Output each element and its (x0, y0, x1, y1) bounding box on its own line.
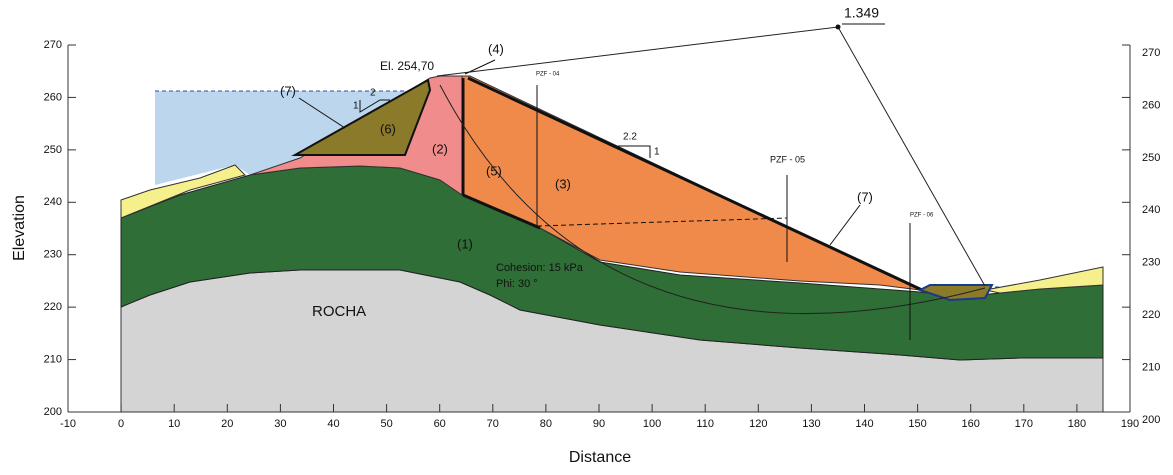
downstream-slope-symbol (618, 145, 651, 158)
zone-label: (1) (457, 236, 473, 251)
x-tick-label: 50 (380, 418, 392, 430)
zone-label: (2) (432, 141, 448, 156)
y-tick-label-right: 200 (1142, 414, 1160, 426)
zone-label: (3) (555, 176, 571, 191)
x-tick-label: 30 (274, 418, 286, 430)
slip-circle (439, 84, 986, 315)
x-tick-label: 60 (434, 418, 446, 430)
x-tick-label: 100 (643, 418, 661, 430)
slope-label: 2.2 (623, 132, 637, 143)
y-tick-label-right: 220 (1142, 309, 1160, 321)
x-tick-label: 40 (327, 418, 339, 430)
zone-6 (291, 78, 432, 156)
y-tick-label: 270 (44, 39, 62, 51)
y-tick-label-right: 270 (1142, 47, 1160, 59)
factor-of-safety: 1.349 (844, 5, 879, 21)
ticks: -10 0 10 20 30 40 50 60 70 80 90 100 110 120 130 140 150… (44, 39, 1161, 430)
y-tick-label: 260 (44, 91, 62, 103)
right-fill (984, 266, 1104, 294)
y-axis-label: Elevation (11, 195, 28, 261)
zone-label: (7) (857, 189, 873, 204)
y-tick-label-right: 240 (1142, 204, 1160, 216)
phi: Phi: 30 ° (496, 278, 538, 290)
x-tick-label: 190 (1121, 418, 1139, 430)
x-tick-label: 140 (855, 418, 873, 430)
crest-label: El. 254,70 (380, 59, 434, 73)
reservoir (155, 91, 415, 185)
piezometer-label: PZF - 05 (770, 154, 805, 164)
upstream-slope-symbol (359, 99, 390, 113)
base-drain (462, 193, 541, 230)
toe-drain (917, 284, 994, 302)
x-tick-label: 10 (168, 418, 180, 430)
rock-label: ROCHA (312, 303, 366, 320)
x-tick-label: 20 (221, 418, 233, 430)
x-tick-label: 70 (487, 418, 499, 430)
x-tick-label: 130 (802, 418, 820, 430)
y-tick-label: 200 (44, 406, 62, 418)
x-tick-label: 150 (908, 418, 926, 430)
slope-label: 1 (654, 147, 660, 158)
y-tick-label: 240 (44, 196, 62, 208)
y-tick-label-right: 250 (1142, 152, 1160, 164)
x-tick-label: 180 (1068, 418, 1086, 430)
y-tick-label-right: 210 (1142, 361, 1160, 373)
zone-label: (5) (486, 163, 502, 178)
cohesion: Cohesion: 15 kPa (496, 262, 584, 274)
y-tick-label-right: 260 (1142, 99, 1160, 111)
x-tick-label: 170 (1015, 418, 1033, 430)
slope-label: 1 (353, 101, 359, 112)
x-tick-label: 80 (540, 418, 552, 430)
leader (829, 204, 861, 246)
y-tick-label: 250 (44, 144, 62, 156)
x-tick-label: -10 (60, 418, 76, 430)
piezometer-label: PZF - 06 (910, 213, 934, 219)
zone-label: (7) (280, 83, 296, 98)
downstream-face (467, 76, 923, 292)
y-tick-label: 220 (44, 301, 62, 313)
x-tick-label: 120 (749, 418, 767, 430)
y-tick-label: 230 (44, 249, 62, 261)
x-tick-label: 160 (962, 418, 980, 430)
x-tick-label: 0 (118, 418, 124, 430)
piezometer-label: PZF - 04 (536, 72, 560, 78)
zone-label: (4) (488, 41, 504, 56)
slip-center (835, 24, 841, 30)
y-tick-label: 210 (44, 353, 62, 365)
leader (464, 59, 496, 75)
zone-label: (6) (380, 121, 396, 136)
x-tick-label: 110 (696, 418, 714, 430)
leader (298, 97, 346, 129)
slope-label: 2 (370, 88, 376, 99)
phreatic-line (536, 217, 788, 227)
y-tick-label-right: 230 (1142, 257, 1160, 269)
left-fill (120, 164, 246, 219)
x-axis-label: Distance (569, 449, 631, 466)
x-tick-label: 90 (593, 418, 605, 430)
